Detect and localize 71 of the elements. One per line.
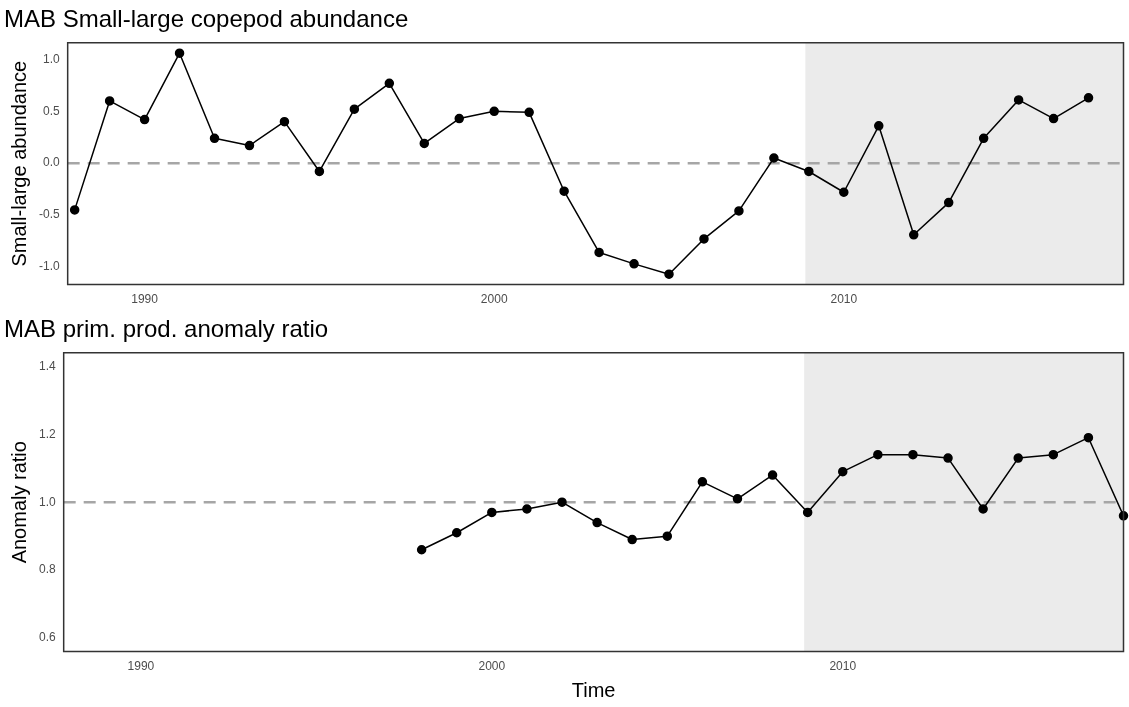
point — [699, 234, 709, 244]
point — [594, 247, 604, 258]
point — [1048, 113, 1059, 124]
x-axis-title: Time — [571, 678, 616, 701]
point — [244, 140, 255, 151]
point — [104, 96, 115, 106]
x-tick-label: 2000 — [480, 292, 508, 307]
x-tick-label: 2000 — [478, 659, 506, 674]
x-tick-label: 1990 — [127, 659, 155, 674]
point — [522, 504, 532, 514]
point — [69, 205, 80, 215]
point — [1083, 93, 1094, 103]
point — [664, 269, 674, 279]
point — [804, 166, 814, 177]
point — [734, 206, 744, 216]
x-tick-label: 2010 — [830, 292, 858, 307]
point — [557, 497, 567, 507]
point — [767, 470, 778, 480]
point — [732, 494, 743, 504]
point — [174, 48, 185, 58]
point — [873, 449, 883, 460]
y-tick-label: -0.5 — [38, 207, 60, 222]
point — [662, 531, 673, 541]
chart-title: MAB prim. prod. anomaly ratio — [4, 315, 329, 343]
point — [489, 106, 499, 117]
point — [697, 477, 708, 487]
point — [1013, 453, 1023, 463]
point — [279, 116, 290, 127]
point — [1083, 432, 1094, 443]
point — [384, 78, 395, 89]
point — [802, 507, 813, 518]
y-tick-label: 1.0 — [38, 494, 56, 509]
point — [943, 453, 953, 463]
point — [629, 259, 639, 269]
y-tick-label: 0.6 — [38, 630, 56, 645]
chart-title: MAB Small-large copepod abundance — [4, 5, 409, 33]
y-axis-title: Anomaly ratio — [7, 441, 30, 564]
point — [592, 517, 602, 528]
y-tick-label: -1.0 — [38, 259, 60, 274]
point — [559, 186, 569, 196]
y-axis-title: Small-large abundance — [7, 60, 30, 267]
point — [908, 449, 918, 460]
y-tick-label: 0.8 — [38, 562, 56, 577]
point — [139, 114, 150, 125]
x-tick-label: 2010 — [829, 659, 857, 674]
point — [838, 466, 848, 477]
y-tick-label: 0.0 — [42, 155, 60, 170]
point — [1013, 95, 1024, 105]
point — [978, 133, 989, 144]
y-tick-label: 1.0 — [42, 51, 60, 66]
point — [943, 197, 954, 208]
point — [874, 121, 884, 131]
y-tick-label: 1.4 — [38, 358, 56, 373]
y-tick-label: 0.5 — [42, 103, 60, 118]
x-tick-label: 1990 — [131, 292, 159, 307]
point — [419, 138, 430, 149]
point — [454, 113, 464, 124]
point — [627, 534, 637, 545]
point — [978, 504, 988, 514]
point — [839, 187, 849, 197]
point — [487, 507, 497, 518]
point — [451, 528, 462, 538]
point — [416, 544, 427, 555]
point — [349, 104, 360, 114]
y-tick-label: 1.2 — [38, 426, 56, 441]
point — [209, 133, 220, 144]
point — [314, 166, 325, 177]
point — [1048, 449, 1059, 460]
point — [908, 230, 919, 240]
point — [769, 153, 779, 163]
point — [524, 107, 534, 118]
